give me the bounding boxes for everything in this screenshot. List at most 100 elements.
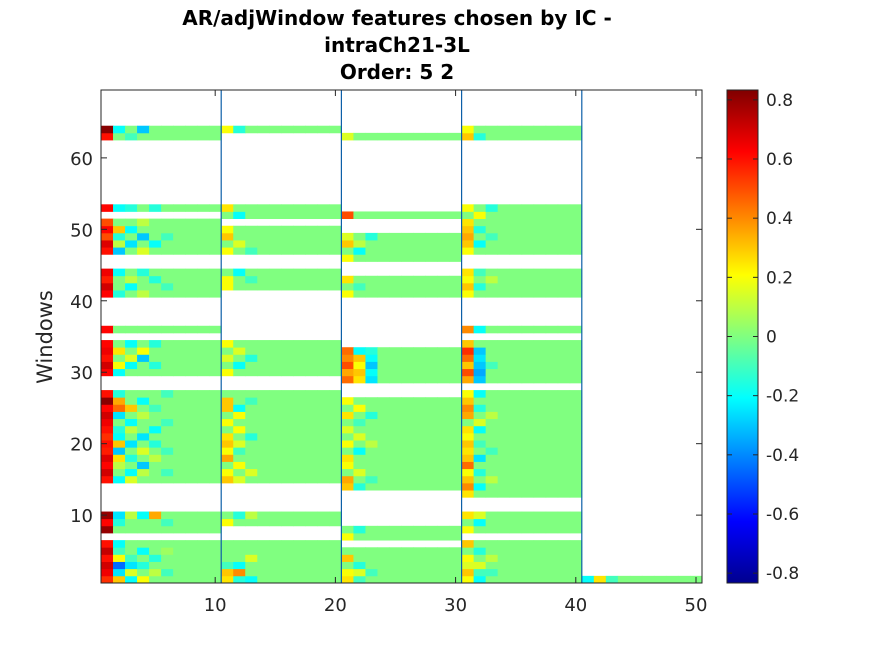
heatmap-cell: [377, 132, 390, 141]
heatmap-cell: [137, 418, 150, 427]
heatmap-cell: [185, 468, 198, 477]
heatmap-cell: [377, 354, 390, 362]
heatmap-cell: [461, 575, 475, 584]
heatmap-cell: [377, 468, 390, 477]
heatmap-cell: [221, 204, 234, 212]
heatmap-cell: [209, 368, 222, 377]
heatmap-cell: [437, 132, 450, 141]
heatmap-cell: [329, 354, 342, 362]
heatmap-cell: [545, 490, 559, 498]
heatmap-cell: [101, 290, 114, 298]
heatmap-cell: [221, 425, 234, 434]
heatmap-cell: [425, 575, 438, 584]
heatmap-cell: [365, 568, 378, 577]
heatmap-cell: [413, 440, 426, 448]
heatmap-cell: [257, 125, 270, 134]
heatmap-cell: [437, 211, 450, 219]
heatmap-cell: [161, 475, 174, 484]
heatmap-cell: [401, 468, 414, 477]
heatmap-cell: [497, 575, 511, 584]
heatmap-cell: [233, 425, 246, 434]
heatmap-cell: [473, 511, 487, 520]
heatmap-cell: [197, 404, 210, 412]
heatmap-cell: [209, 325, 222, 334]
heatmap-cell: [509, 490, 523, 498]
heatmap-cell: [461, 525, 475, 534]
heatmap-cell: [197, 554, 210, 562]
heatmap-cell: [449, 211, 462, 219]
heatmap-cell: [377, 240, 390, 248]
heatmap-cell: [437, 354, 450, 362]
heatmap-cell: [161, 340, 174, 348]
heatmap-cell: [269, 390, 282, 398]
heatmap-cell: [521, 268, 535, 277]
heatmap-cell: [569, 440, 583, 448]
heatmap-cell: [161, 404, 174, 412]
heatmap-cell: [461, 468, 475, 477]
heatmap-cell: [293, 232, 306, 241]
heatmap-cell: [197, 247, 210, 255]
heatmap-cell: [209, 568, 222, 577]
heatmap-cell: [389, 354, 402, 362]
heatmap-cell: [341, 532, 354, 541]
heatmap-cell: [137, 447, 150, 455]
heatmap-cell: [269, 211, 282, 219]
heatmap-cell: [545, 390, 559, 398]
heatmap-cell: [269, 232, 282, 241]
heatmap-cell: [377, 454, 390, 462]
heatmap-cell: [521, 482, 535, 491]
heatmap-cell: [317, 461, 330, 470]
heatmap-cell: [281, 268, 294, 277]
heatmap-cell: [185, 132, 198, 141]
heatmap-cell: [377, 347, 390, 355]
heatmap-cell: [245, 368, 258, 377]
title-line-2: intraCh21-3L: [324, 33, 470, 57]
heatmap-cell: [389, 232, 402, 241]
heatmap-cell: [113, 561, 126, 570]
heatmap-cell: [497, 454, 511, 462]
heatmap-cell: [557, 354, 571, 362]
heatmap-cell: [497, 440, 511, 448]
heatmap-cell: [461, 440, 475, 448]
heatmap-cell: [281, 418, 294, 427]
heatmap-cell: [569, 461, 583, 470]
heatmap-cell: [473, 268, 487, 277]
heatmap-cell: [125, 390, 138, 398]
heatmap-cell: [413, 354, 426, 362]
heatmap-cell: [329, 404, 342, 412]
heatmap-cell: [173, 354, 186, 362]
heatmap-cell: [113, 361, 126, 370]
heatmap-cell: [305, 204, 318, 212]
heatmap-cell: [401, 554, 414, 562]
heatmap-cell: [233, 468, 246, 477]
heatmap-cell: [269, 561, 282, 570]
heatmap-cell: [209, 518, 222, 527]
heatmap-cell: [185, 282, 198, 291]
heatmap-cell: [521, 361, 535, 370]
heatmap-cell: [341, 575, 354, 584]
heatmap-cell: [509, 511, 523, 520]
heatmap-cell: [413, 447, 426, 455]
heatmap-cell: [557, 554, 571, 562]
heatmap-cell: [269, 540, 282, 548]
heatmap-cell: [197, 354, 210, 362]
heatmap-cell: [473, 404, 487, 412]
heatmap-cell: [113, 204, 126, 212]
heatmap-cell: [161, 461, 174, 470]
heatmap-cell: [425, 411, 438, 420]
heatmap-cell: [425, 561, 438, 570]
heatmap-cell: [533, 440, 547, 448]
heatmap-cell: [149, 368, 162, 377]
heatmap-cell: [101, 340, 114, 348]
heatmap-cell: [377, 568, 390, 577]
heatmap-cell: [437, 440, 450, 448]
heatmap-cell: [233, 554, 246, 562]
heatmap-cell: [293, 282, 306, 291]
heatmap-cell: [257, 461, 270, 470]
heatmap-cell: [329, 554, 342, 562]
heatmap-cell: [437, 347, 450, 355]
heatmap-cell: [413, 468, 426, 477]
heatmap-cell: [545, 218, 559, 227]
heatmap-cell: [161, 511, 174, 520]
heatmap-cell: [449, 411, 462, 420]
